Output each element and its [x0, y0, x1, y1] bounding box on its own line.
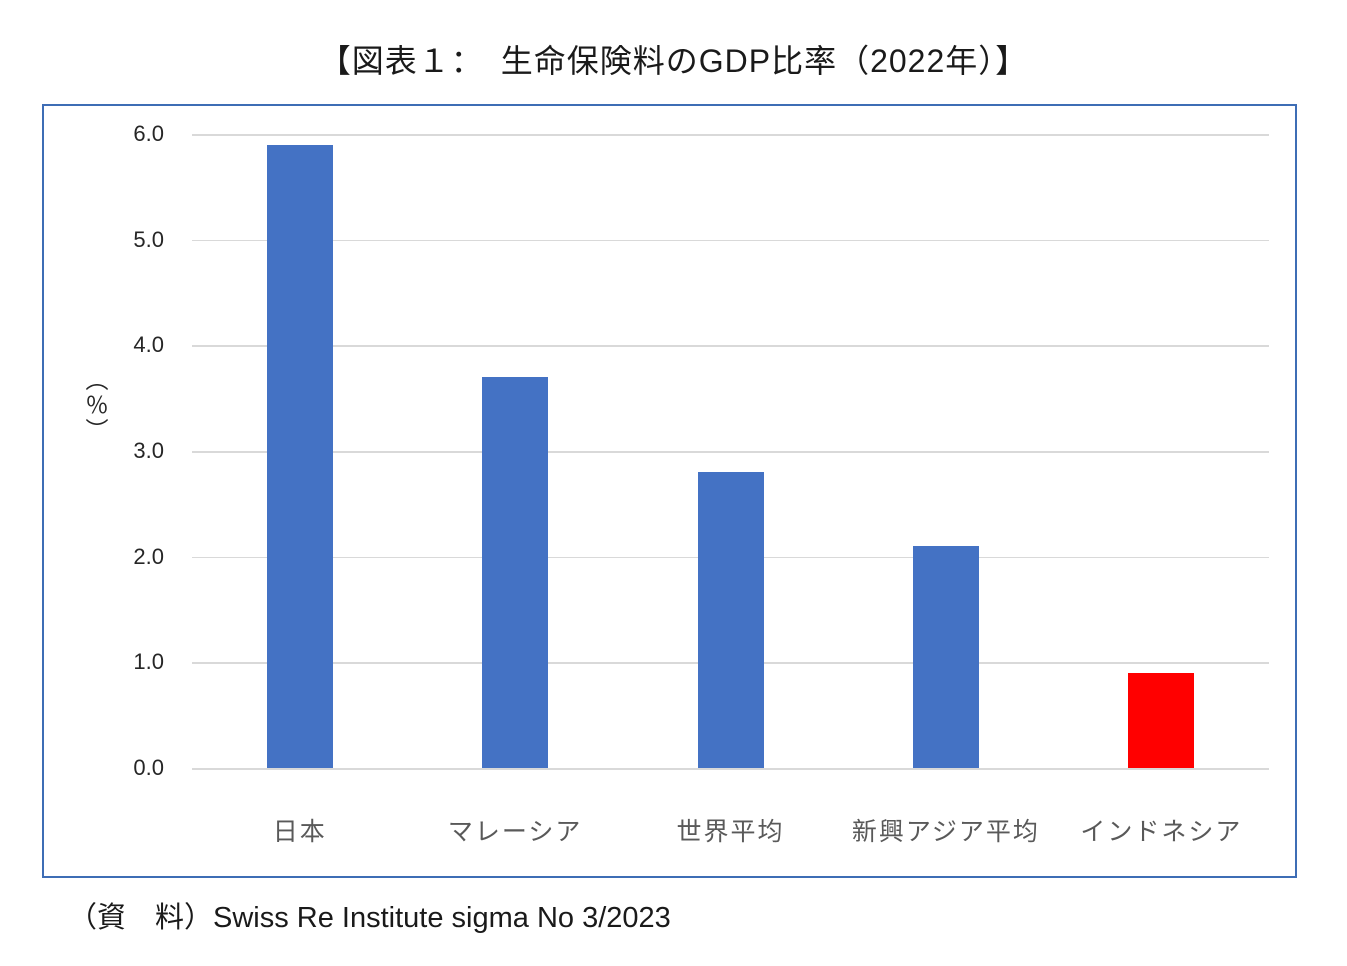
- y-tick-label: 5.0: [133, 226, 164, 252]
- gridline: [192, 451, 1269, 453]
- chart-frame: （％） 0.0 1.0 2.0 3.0 4.0 5.0 6.0 日本 マレーシア 世界平均 新興ア…: [42, 104, 1297, 878]
- bar-slot: [838, 134, 1053, 768]
- x-axis-label: 日本: [272, 818, 327, 846]
- y-tick-label: 4.0: [133, 332, 164, 358]
- chart-title: 【図表１： 生命保険料のGDP比率（2022年）】: [318, 43, 1029, 79]
- bar-slot: [192, 134, 407, 768]
- source-note: （資 料）Swiss Re Institute sigma No 3/2023: [68, 902, 671, 934]
- x-axis-labels: 日本 マレーシア 世界平均 新興アジア平均 インドネシア: [192, 788, 1269, 858]
- bar-日本: [266, 144, 333, 768]
- x-axis-label: マレーシア: [447, 818, 583, 846]
- y-tick-label: 3.0: [133, 438, 164, 463]
- y-tick-label: 1.0: [133, 649, 164, 675]
- bar-世界平均: [697, 472, 764, 768]
- bar-マレーシア: [482, 377, 549, 768]
- y-tick-label: 6.0: [133, 121, 164, 146]
- gridline: [192, 134, 1269, 136]
- bar-slot: [623, 134, 838, 768]
- bar-slot: [407, 134, 622, 768]
- x-axis-label: インドネシア: [1080, 818, 1243, 846]
- gridline: [192, 239, 1269, 242]
- x-axis-label: 新興アジア平均: [851, 818, 1040, 846]
- y-tick-label: 2.0: [133, 543, 164, 569]
- bar-slot: [1054, 134, 1269, 768]
- bar-slots: [192, 134, 1269, 768]
- y-tick-label: 0.0: [133, 755, 164, 780]
- plot-area: [192, 134, 1269, 770]
- gridline: [192, 345, 1269, 347]
- y-axis-ticks: 0.0 1.0 2.0 3.0 4.0 5.0 6.0: [44, 121, 180, 780]
- x-axis-label: 世界平均: [676, 818, 785, 846]
- gridline: [192, 768, 1269, 770]
- y-axis-label: （％）: [82, 367, 108, 443]
- bar-インドネシア: [1128, 672, 1195, 768]
- bar-新興アジア平均: [912, 546, 979, 768]
